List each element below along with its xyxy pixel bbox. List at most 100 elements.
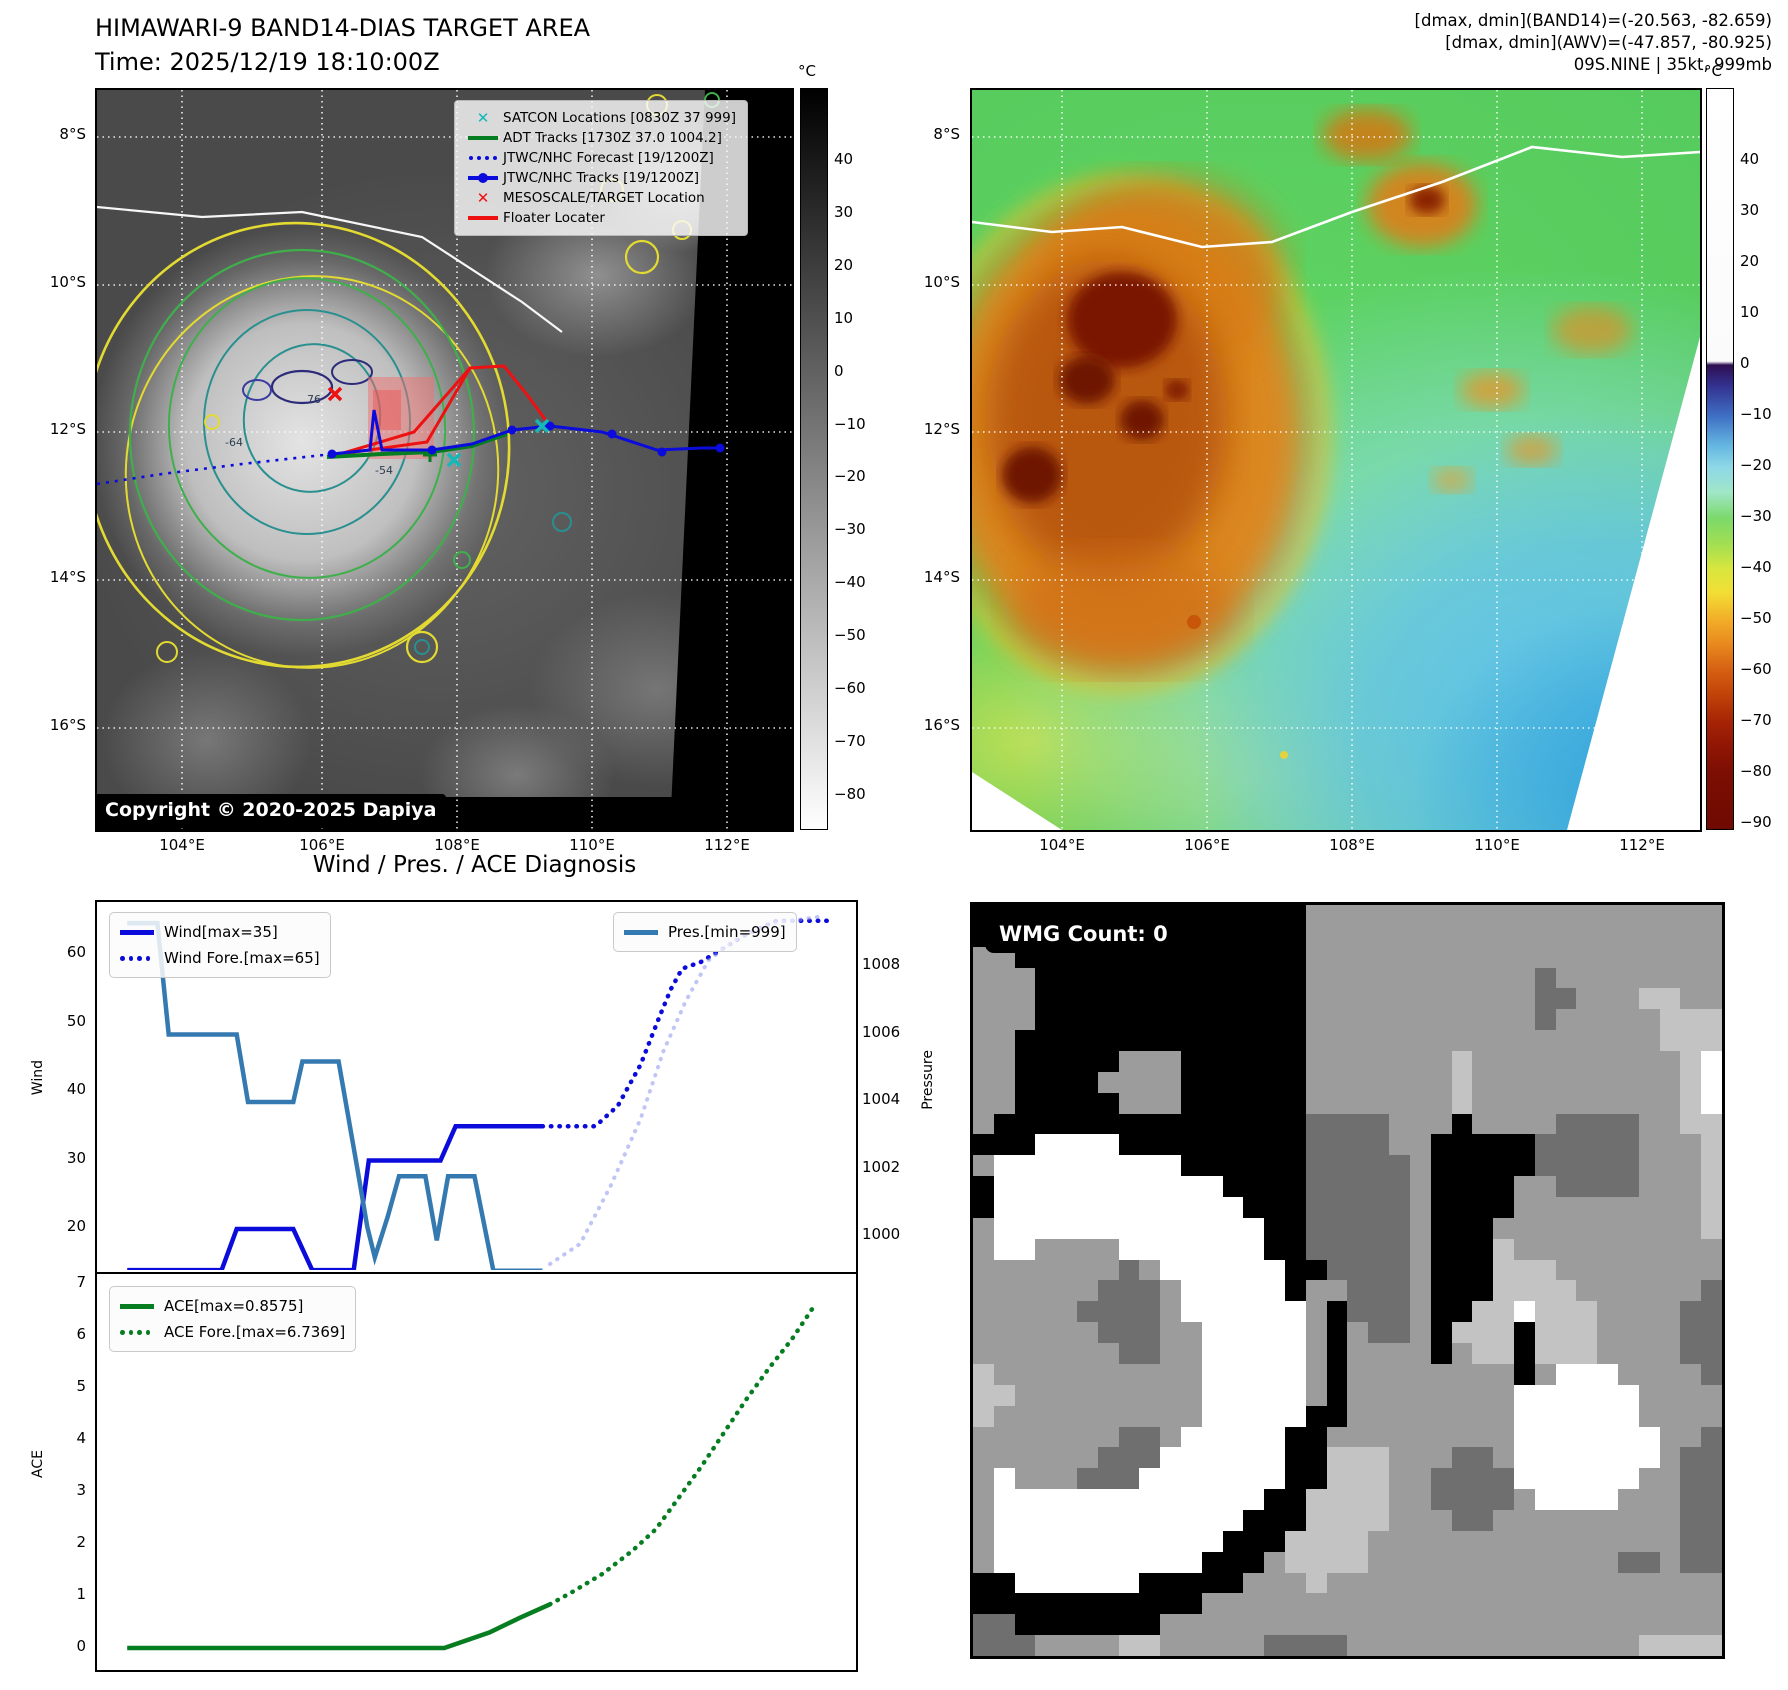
wmg-cell — [1451, 1280, 1473, 1302]
wmg-cell — [993, 1259, 1015, 1281]
wmg-cell — [973, 1009, 994, 1031]
wmg-cell — [1201, 925, 1223, 947]
wmg-cell — [1201, 1071, 1223, 1093]
wmg-cell — [1014, 1468, 1036, 1490]
wmg-cell — [1493, 1009, 1514, 1031]
lon-tick: 106°E — [1184, 836, 1230, 854]
wmg-cell — [1118, 1509, 1140, 1531]
wmg-cell — [1701, 905, 1722, 926]
wmg-cell — [1326, 925, 1348, 947]
wmg-cell — [1659, 1489, 1681, 1510]
wmg-cell — [1118, 1176, 1140, 1198]
wmg-cell — [1555, 1113, 1577, 1135]
wmg-cell — [1222, 1530, 1244, 1552]
wmg-panel: WMG Count: 0 — [970, 902, 1725, 1659]
wmg-cell — [1243, 1426, 1265, 1448]
wmg-cell — [1638, 1363, 1660, 1385]
wmg-cell — [1077, 1030, 1098, 1052]
wmg-cell — [1555, 1509, 1577, 1531]
wmg-cell — [1368, 1092, 1390, 1114]
wmg-cell — [1680, 1530, 1702, 1552]
wmg-cell — [1139, 1217, 1161, 1239]
wmg-cell — [1389, 1176, 1410, 1198]
wmg-cell — [1077, 1051, 1098, 1072]
wmg-cell — [1118, 1155, 1140, 1177]
wmg-cell — [1638, 1426, 1660, 1448]
wmg-cell — [1035, 1092, 1057, 1114]
wmg-cell — [1617, 1551, 1639, 1573]
wmg-cell — [1056, 1301, 1078, 1323]
wmg-cell — [1472, 1635, 1494, 1656]
dot — [485, 156, 489, 160]
wmg-cell — [1347, 1447, 1369, 1469]
map-legend: ✕ SATCON Locations [0830Z 37 999] ADT Trac… — [454, 100, 748, 236]
wmg-cell — [1326, 1030, 1348, 1052]
wmg-cell — [1347, 1134, 1369, 1156]
wmg-cell — [1493, 925, 1514, 947]
wmg-cell — [1035, 1384, 1057, 1406]
wmg-cell — [1659, 1009, 1681, 1031]
legend-label: JTWC/NHC Tracks [19/1200Z] — [503, 170, 700, 186]
wmg-cell — [1077, 1489, 1098, 1510]
pressure-ytick: 1004 — [862, 1090, 901, 1108]
wmg-cell — [1513, 988, 1535, 1010]
wmg-cell — [1451, 1092, 1473, 1114]
wmg-cell — [1201, 1009, 1223, 1031]
wmg-cell — [1701, 1197, 1722, 1218]
wmg-cell — [1472, 1509, 1494, 1531]
wmg-cell — [1555, 1405, 1577, 1427]
wmg-cell — [1430, 1280, 1452, 1302]
wmg-cell — [1305, 1092, 1327, 1114]
wmg-cell — [1118, 1426, 1140, 1448]
wmg-cell — [1139, 1384, 1161, 1406]
wmg-cell — [1597, 1134, 1618, 1156]
wmg-cell — [1430, 1238, 1452, 1260]
wmg-cell — [1555, 1447, 1577, 1469]
wmg-cell — [1659, 1071, 1681, 1093]
wmg-cell — [1077, 1071, 1098, 1093]
wind-legend: Wind[max=35] Wind Fore.[max=65] — [109, 912, 331, 978]
wmg-cell — [1285, 1593, 1306, 1615]
wmg-cell — [1409, 1530, 1431, 1552]
wmg-cell — [993, 1614, 1015, 1636]
wmg-cell — [1285, 1113, 1306, 1135]
wmg-cell — [1701, 1280, 1722, 1302]
ir-color-map — [970, 88, 1702, 832]
legend-entry: Wind[max=35] — [120, 919, 320, 945]
wmg-cell — [1638, 1384, 1660, 1406]
wmg-cell — [1222, 1009, 1244, 1031]
wmg-cell — [1305, 1593, 1327, 1615]
wmg-cell — [1014, 1343, 1036, 1364]
wmg-cell — [1181, 1113, 1202, 1135]
color-map-overlay — [972, 90, 1700, 830]
ace-axis-label: ACE — [30, 1450, 46, 1478]
wmg-cell — [1222, 1635, 1244, 1656]
wmg-cell — [1701, 925, 1722, 947]
wmg-cell — [1181, 1405, 1202, 1427]
legend-label: JTWC/NHC Forecast [19/1200Z] — [503, 150, 714, 166]
wmg-cell — [1617, 1635, 1639, 1656]
wmg-cell — [1097, 1113, 1119, 1135]
colorbar-tick: −50 — [1740, 609, 1772, 627]
wmg-cell — [1285, 1572, 1306, 1594]
wmg-cell — [1368, 1343, 1390, 1364]
wmg-cell — [1576, 1134, 1598, 1156]
wmg-cell — [1243, 1176, 1265, 1198]
wmg-cell — [1222, 1614, 1244, 1636]
wmg-cell — [1430, 1509, 1452, 1531]
wmg-cell — [1597, 1155, 1618, 1177]
wmg-cell — [1597, 1322, 1618, 1344]
wmg-cell — [993, 1343, 1015, 1364]
wmg-cell — [1555, 1343, 1577, 1364]
wmg-cell — [1326, 988, 1348, 1010]
wmg-cell — [1597, 1405, 1618, 1427]
wmg-cell — [1243, 1551, 1265, 1573]
wmg-cell — [1056, 1322, 1078, 1344]
line-swatch — [468, 216, 498, 220]
wmg-cell — [1097, 1572, 1119, 1594]
wmg-cell — [1118, 1238, 1140, 1260]
wmg-cell — [1534, 1134, 1556, 1156]
wmg-cell — [1326, 905, 1348, 926]
wmg-cell — [1222, 1468, 1244, 1490]
wmg-cell — [1347, 1530, 1369, 1552]
